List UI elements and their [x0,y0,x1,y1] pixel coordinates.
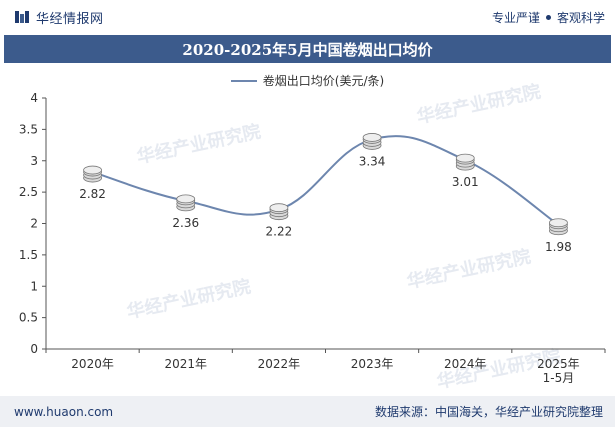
line-chart: 华经产业研究院华经产业研究院华经产业研究院华经产业研究院华经产业研究院00.51… [19,80,606,393]
brand-logo-icon [15,11,29,23]
data-point-marker [176,194,196,212]
data-point-marker [362,133,382,150]
x-tick-label: 2025年 1-5月 [537,357,580,385]
chart-title-bar: 2020-2025年5月中国卷烟出口均价 [4,35,611,63]
watermark-text: 华经产业研究院 [415,80,543,128]
x-tick-label: 2021年 [164,357,207,371]
y-tick-label: 4 [30,91,38,105]
y-tick-label: 1 [30,279,38,293]
data-label: 2.82 [79,187,106,201]
tagline-dot-icon [545,14,551,20]
x-tick-label: 2023年 [351,357,394,371]
footer-source: 数据来源：中国海关，华经产业研究院整理 [374,405,603,419]
footer-url[interactable]: www.huaon.com [14,404,114,419]
tagline-left: 专业严谨 [491,10,540,25]
y-tick-label: 0 [30,342,38,356]
x-tick-label: 2020年 [71,357,114,371]
top-bar: 华经情报网 专业严谨 客观科学 [0,0,615,34]
y-tick-label: 0.5 [19,311,38,325]
data-label: 1.98 [545,240,572,254]
tagline-right: 客观科学 [556,10,605,25]
data-point-marker [83,165,102,183]
chart-title: 2020-2025年5月中国卷烟出口均价 [182,40,433,59]
y-tick-label: 2.5 [19,185,38,199]
tagline: 专业严谨 客观科学 [492,9,605,26]
watermark-text: 华经产业研究院 [125,275,253,323]
y-tick-label: 2 [30,217,38,231]
brand-name: 华经情报网 [36,11,104,27]
data-label: 3.01 [452,175,479,189]
data-point-marker [269,203,289,221]
y-tick-label: 3 [30,154,38,168]
chart-legend: 卷烟出口均价(美元/条) [0,72,615,89]
data-point-marker [549,218,568,236]
y-tick-label: 3.5 [19,122,38,136]
watermark-text: 华经产业研究院 [135,120,263,168]
x-tick-label: 2022年 [258,357,301,371]
data-point-marker [455,153,475,171]
y-tick-label: 1.5 [19,248,38,262]
legend-line-icon [230,79,257,82]
legend-label: 卷烟出口均价(美元/条) [262,74,385,88]
x-tick-label: 2024年 [444,357,487,371]
data-label: 2.22 [266,225,293,239]
data-label: 2.36 [172,216,199,230]
watermark-text: 华经产业研究院 [405,245,533,293]
data-label: 3.34 [359,154,386,168]
footer: www.huaon.com 数据来源：中国海关，华经产业研究院整理 [0,396,615,427]
brand: 华经情报网 [14,8,104,27]
